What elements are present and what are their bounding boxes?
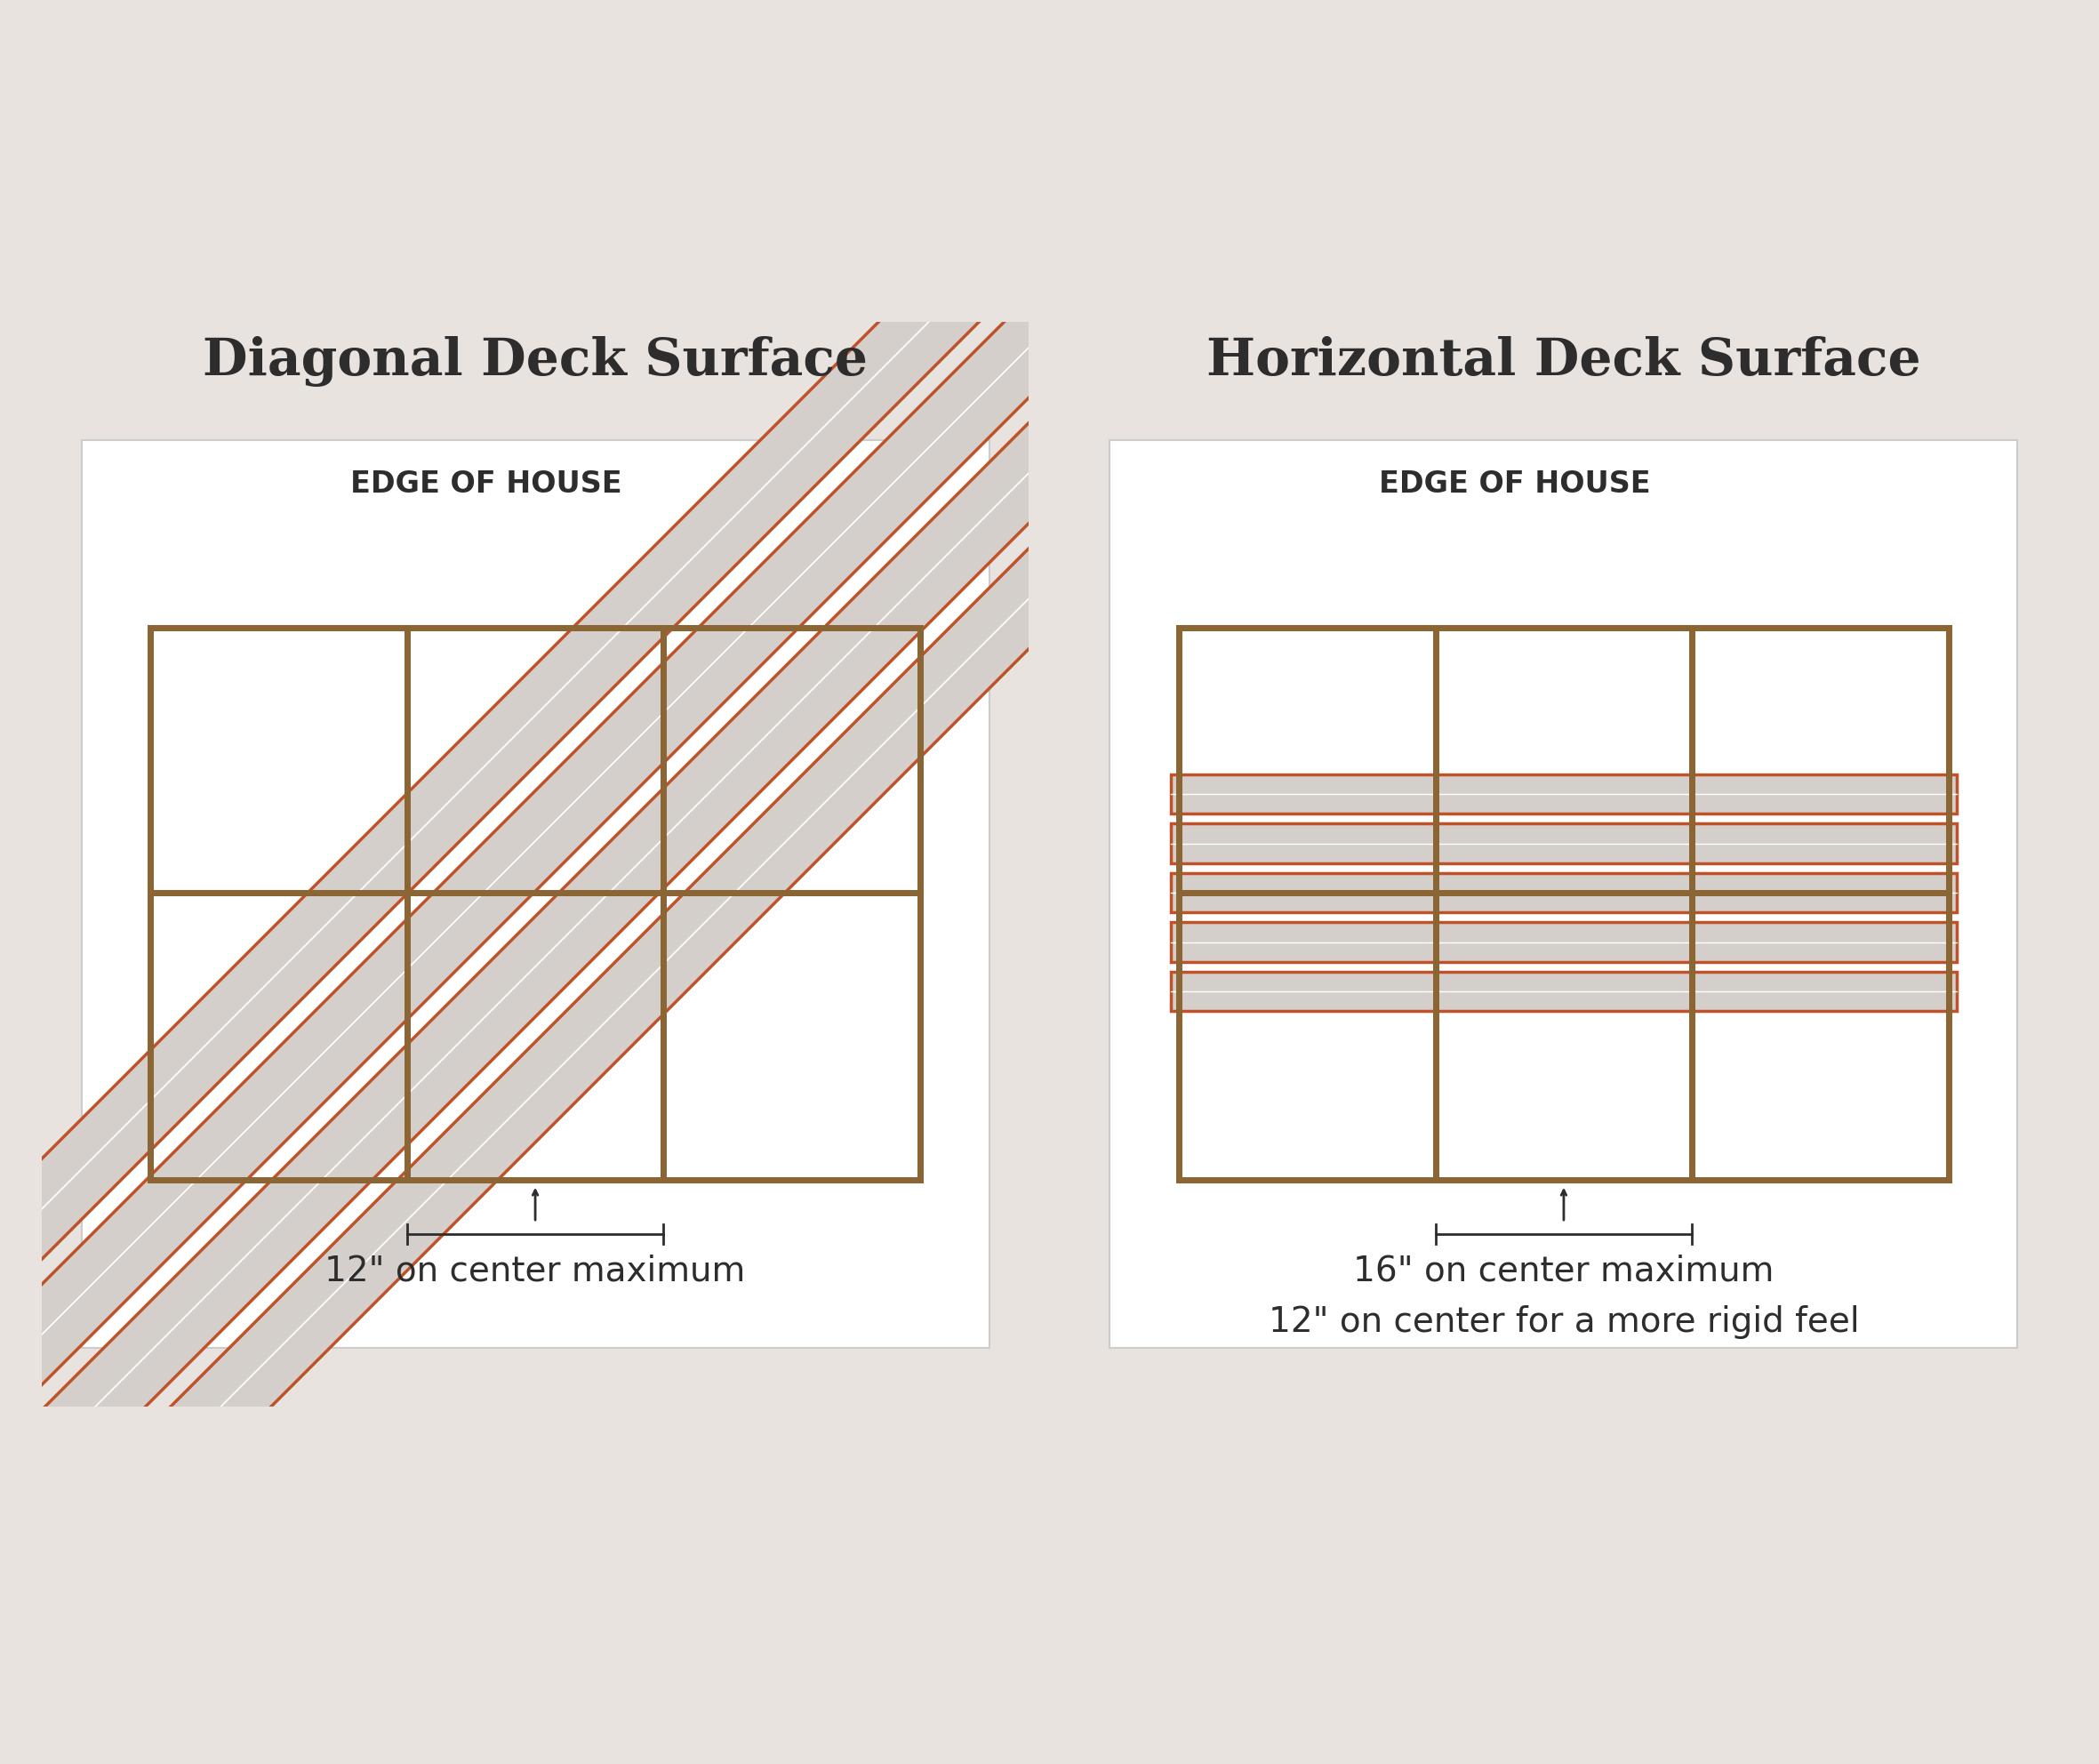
Bar (1171, 923, 1956, 961)
Text: Diagonal Deck Surface: Diagonal Deck Surface (204, 335, 867, 386)
Text: 12" on center for a more rigid feel: 12" on center for a more rigid feel (1268, 1305, 1860, 1339)
Bar (1171, 972, 1956, 1011)
Bar (1110, 439, 2017, 1348)
Bar (1171, 873, 1956, 912)
Bar (1180, 628, 1948, 1180)
Polygon shape (0, 157, 1094, 1462)
Bar (1171, 774, 1956, 813)
Text: Horizontal Deck Surface: Horizontal Deck Surface (1207, 337, 1921, 386)
Bar (1180, 628, 1948, 1180)
Text: EDGE OF HOUSE: EDGE OF HOUSE (1379, 469, 1650, 499)
Polygon shape (0, 282, 1220, 1588)
Text: 16" on center maximum: 16" on center maximum (1354, 1254, 1774, 1288)
Bar (1180, 628, 1948, 1180)
Text: 12" on center maximum: 12" on center maximum (325, 1254, 745, 1288)
Polygon shape (0, 219, 1157, 1526)
Bar (151, 628, 919, 1180)
Polygon shape (0, 346, 1282, 1651)
Bar (151, 628, 919, 1180)
Text: EDGE OF HOUSE: EDGE OF HOUSE (351, 469, 621, 499)
Bar (82, 439, 989, 1348)
Bar (1171, 824, 1956, 863)
Bar (151, 628, 919, 1180)
